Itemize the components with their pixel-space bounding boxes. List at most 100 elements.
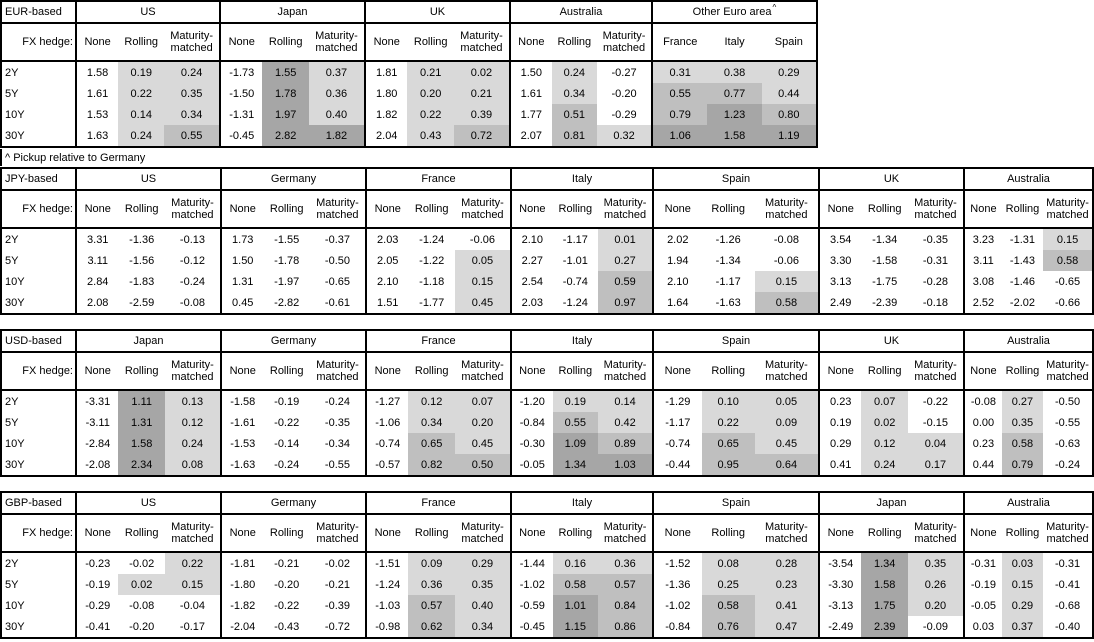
- yield-value-cell: 0.29: [761, 62, 816, 83]
- yield-value-cell: -2.02: [1009, 296, 1035, 309]
- yield-value-cell: 1.63: [86, 129, 109, 142]
- yield-value-cell: 2.08: [87, 296, 109, 309]
- yield-value-cell: -1.82: [230, 599, 256, 612]
- yield-value-cell: 0.45: [454, 292, 510, 313]
- country-group-header: UK: [364, 2, 509, 22]
- yield-value-cell: -0.74: [375, 437, 401, 450]
- yield-value-cell: 0.21: [407, 62, 454, 83]
- hedge-type-header: Maturity-matched: [603, 358, 647, 383]
- country-group-name: Australia: [559, 6, 603, 18]
- yield-value-cell: 0.15: [164, 574, 220, 595]
- yield-value-cell: -0.21: [274, 557, 300, 570]
- yield-value-cell: 0.35: [164, 83, 219, 104]
- country-group-name: Other Euro area: [692, 6, 772, 18]
- yield-value-cell: 0.40: [308, 104, 364, 125]
- country-group-name: Spain: [721, 497, 751, 509]
- yield-value-cell: -1.97: [274, 275, 300, 288]
- table-row: 30Y 1.63 0.24 0.55 -0.45 2.82 1.82 2.04 0.43 0.72…: [2, 125, 816, 146]
- hedge-type-header: Rolling: [711, 202, 746, 215]
- yield-value-cell: -2.04: [230, 620, 256, 633]
- yield-value-cell: 3.13: [830, 275, 852, 288]
- column-header-group: None Rolling Maturity-matched: [220, 515, 365, 551]
- yield-value-cell: 0.10: [701, 391, 755, 412]
- tenor-label: 10Y: [5, 108, 25, 121]
- yield-value-cell: 0.34: [408, 412, 455, 433]
- hedge-type-header: Rolling: [268, 35, 303, 48]
- yield-value-cell: -0.63: [1055, 437, 1081, 450]
- yield-value-cell: -0.23: [85, 557, 111, 570]
- yield-value-cell: 0.36: [408, 574, 455, 595]
- yield-value-cell: 0.65: [408, 433, 455, 454]
- data-group: -1.36 0.25 0.23: [652, 574, 818, 595]
- hedge-type-header: Maturity-matched: [603, 520, 647, 545]
- yield-value-cell: -0.66: [1055, 296, 1081, 309]
- country-group-name: Germany: [270, 335, 317, 347]
- data-group: 3.13 -1.75 -0.28: [818, 271, 963, 292]
- yield-value-cell: -1.34: [715, 254, 741, 267]
- yield-value-cell: 0.08: [701, 553, 755, 574]
- yield-value-cell: 0.45: [454, 433, 510, 454]
- data-group: -1.44 0.16 0.36: [510, 553, 652, 574]
- hedge-type-header: Rolling: [867, 526, 902, 539]
- data-group: 1.77 0.51 -0.29: [509, 104, 651, 125]
- yield-value-cell: -0.43: [274, 620, 300, 633]
- yield-value-cell: -1.52: [665, 557, 691, 570]
- base-currency-label: EUR-based: [5, 6, 62, 18]
- yield-value-cell: 2.10: [667, 275, 689, 288]
- yield-value-cell: -1.58: [872, 254, 898, 267]
- country-group-header: Italy: [510, 169, 652, 189]
- tenor-label: 30Y: [5, 129, 25, 142]
- yield-value-cell: -0.40: [1055, 620, 1081, 633]
- hedge-type-header: Maturity-matched: [765, 520, 808, 545]
- data-group: -1.02 0.58 0.41: [652, 595, 818, 616]
- data-group: 2.08 -2.59 -0.08: [75, 292, 220, 313]
- yield-value-cell: 0.05: [754, 391, 818, 412]
- yield-value-cell: -0.29: [85, 599, 111, 612]
- yield-value-cell: 0.09: [408, 553, 455, 574]
- country-group-header: Spain: [652, 493, 818, 513]
- country-group-header: Spain: [652, 169, 818, 189]
- column-header-group: None Rolling Maturity-matched: [652, 191, 818, 227]
- yield-value-cell: 0.80: [761, 104, 816, 125]
- yield-value-cell: 0.42: [598, 412, 652, 433]
- yield-value-cell: -0.05: [519, 458, 545, 471]
- base-currency-label: JPY-based: [5, 173, 58, 185]
- data-group: -0.44 0.95 0.64: [652, 454, 818, 475]
- yield-value-cell: -3.13: [828, 599, 854, 612]
- tenor-label: 30Y: [5, 458, 25, 471]
- data-group: 0.44 0.79 -0.24: [963, 454, 1092, 475]
- hedge-type-header: Maturity-matched: [170, 29, 214, 54]
- yield-value-cell: 0.35: [907, 553, 963, 574]
- country-group-header: Japan: [219, 2, 364, 22]
- yield-value-cell: 0.24: [551, 62, 598, 83]
- yield-value-cell: -0.06: [773, 254, 799, 267]
- hedge-type-header: None: [374, 526, 401, 539]
- hedge-type-header: Maturity-matched: [171, 520, 214, 545]
- hedge-type-header: Rolling: [558, 364, 593, 377]
- yield-value-cell: -3.54: [828, 557, 854, 570]
- yield-value-cell: -1.63: [230, 458, 256, 471]
- yield-value-cell: 0.35: [454, 574, 510, 595]
- fx-hedge-label: FX hedge:: [22, 527, 73, 539]
- yield-value-cell: -0.41: [85, 620, 111, 633]
- column-header-group: None Rolling Maturity-matched: [818, 191, 963, 227]
- column-header-group: None Rolling Maturity-matched: [510, 515, 652, 551]
- yield-value-cell: -1.03: [375, 599, 401, 612]
- data-group: -1.58 -0.19 -0.24: [220, 391, 365, 412]
- yield-value-cell: 1.78: [262, 83, 309, 104]
- hedge-type-header: Rolling: [124, 526, 159, 539]
- yield-value-cell: 1.58: [118, 433, 165, 454]
- yield-value-cell: -3.30: [828, 578, 854, 591]
- yield-value-cell: 3.08: [972, 275, 995, 288]
- yield-value-cell: -1.02: [665, 599, 691, 612]
- yield-value-cell: 0.19: [118, 62, 165, 83]
- yield-value-cell: 1.77: [520, 108, 542, 121]
- yield-value-cell: 1.03: [598, 454, 652, 475]
- base-currency-label: GBP-based: [5, 497, 62, 509]
- hedge-type-header: Rolling: [124, 202, 159, 215]
- yield-value-cell: 0.00: [972, 416, 995, 429]
- data-group: 1.64 -1.63 0.58: [652, 292, 818, 313]
- yield-value-cell: -1.43: [1009, 254, 1035, 267]
- column-header-group: None Rolling Maturity-matched: [510, 191, 652, 227]
- hedge-type-header: Rolling: [124, 364, 159, 377]
